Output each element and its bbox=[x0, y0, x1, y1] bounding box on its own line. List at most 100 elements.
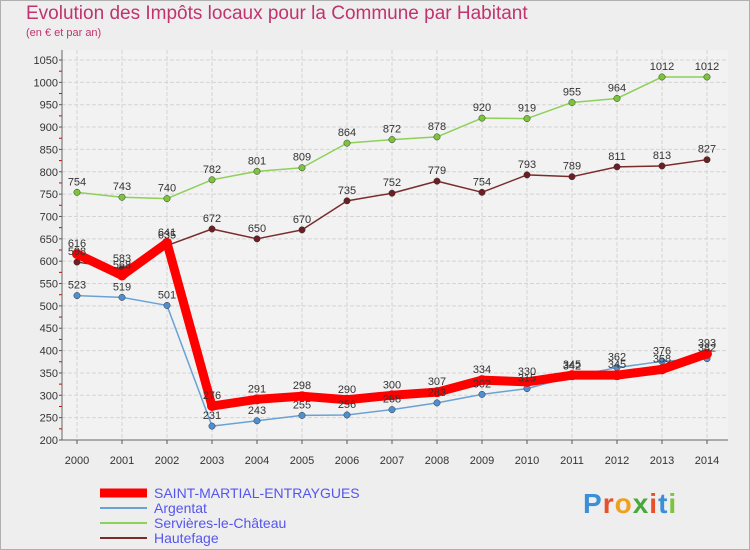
data-point bbox=[343, 139, 351, 147]
y-tick-label: 400 bbox=[40, 346, 58, 358]
data-label: 501 bbox=[158, 289, 176, 301]
data-label: 635 bbox=[158, 230, 176, 242]
data-point bbox=[298, 411, 306, 419]
data-point bbox=[208, 225, 216, 233]
data-point bbox=[342, 394, 352, 405]
data-point bbox=[522, 376, 532, 387]
data-label: 300 bbox=[383, 379, 401, 391]
data-label: 519 bbox=[113, 281, 131, 293]
data-point bbox=[432, 387, 442, 398]
data-label: 393 bbox=[698, 338, 716, 350]
data-point bbox=[343, 411, 351, 419]
data-point bbox=[163, 195, 171, 203]
data-label: 752 bbox=[383, 177, 401, 189]
data-point bbox=[433, 399, 441, 407]
data-point bbox=[567, 370, 577, 381]
data-label: 345 bbox=[608, 359, 626, 371]
data-label: 779 bbox=[428, 165, 446, 177]
data-point bbox=[387, 390, 397, 401]
x-tick-label: 2005 bbox=[290, 455, 314, 467]
y-tick-label: 450 bbox=[40, 323, 58, 335]
data-label: 283 bbox=[428, 387, 446, 399]
y-tick-label: 350 bbox=[40, 368, 58, 380]
data-label: 672 bbox=[203, 213, 221, 225]
data-label: 650 bbox=[248, 223, 266, 235]
data-point bbox=[433, 177, 441, 185]
data-labels: 754 743 740 782 801 809 864 872 878 920 919 955 964 1… bbox=[68, 61, 719, 422]
data-label: 307 bbox=[428, 376, 446, 388]
data-label: 740 bbox=[158, 183, 176, 195]
data-label: 358 bbox=[653, 353, 671, 365]
data-point bbox=[253, 417, 261, 425]
legend-entry: SAINT-MARTIAL-ENTRAYGUES bbox=[154, 485, 360, 501]
x-tick-label: 2007 bbox=[380, 455, 404, 467]
data-label: 864 bbox=[338, 127, 356, 139]
x-tick-label: 2008 bbox=[425, 455, 449, 467]
data-point bbox=[117, 270, 127, 281]
y-tick-label: 950 bbox=[40, 100, 58, 112]
x-tick-label: 2011 bbox=[560, 455, 584, 467]
data-point bbox=[703, 73, 711, 81]
data-point bbox=[207, 401, 217, 412]
x-tick-label: 2003 bbox=[200, 455, 224, 467]
x-tick-label: 2000 bbox=[65, 455, 89, 467]
data-point bbox=[658, 73, 666, 81]
data-point bbox=[658, 162, 666, 170]
data-point bbox=[388, 136, 396, 144]
data-point bbox=[388, 189, 396, 197]
data-label: 330 bbox=[518, 366, 536, 378]
data-label: 231 bbox=[203, 410, 221, 422]
data-point bbox=[297, 391, 307, 402]
data-label: 583 bbox=[113, 253, 131, 265]
data-label: 255 bbox=[293, 399, 311, 411]
x-tick-label: 2013 bbox=[650, 455, 674, 467]
data-label: 811 bbox=[608, 151, 626, 163]
x-tick-label: 2012 bbox=[605, 455, 629, 467]
data-label: 290 bbox=[338, 384, 356, 396]
data-point bbox=[298, 226, 306, 234]
y-tick-label: 800 bbox=[40, 167, 58, 179]
data-label: 376 bbox=[653, 345, 671, 357]
y-tick-label: 500 bbox=[40, 301, 58, 313]
data-point bbox=[478, 390, 486, 398]
x-tick-label: 2002 bbox=[155, 455, 179, 467]
data-label: 298 bbox=[293, 380, 311, 392]
data-point bbox=[208, 422, 216, 430]
x-tick-label: 2010 bbox=[515, 455, 539, 467]
data-label: 754 bbox=[473, 176, 491, 188]
x-tick-label: 2014 bbox=[695, 455, 719, 467]
x-tick-label: 2009 bbox=[470, 455, 494, 467]
y-tick-label: 550 bbox=[40, 279, 58, 291]
data-label: 568 bbox=[113, 259, 131, 271]
data-label: 827 bbox=[698, 144, 716, 156]
data-point bbox=[613, 94, 621, 102]
chart-subtitle: (en € et par an) bbox=[26, 27, 102, 39]
data-label: 276 bbox=[203, 390, 221, 402]
data-label: 789 bbox=[563, 161, 581, 173]
x-tick-label: 2004 bbox=[245, 455, 269, 467]
data-label: 641 bbox=[158, 227, 176, 239]
data-point bbox=[568, 99, 576, 106]
data-point bbox=[118, 193, 126, 201]
x-tick-label: 2006 bbox=[335, 455, 359, 467]
data-point bbox=[208, 176, 216, 184]
data-point bbox=[343, 197, 351, 205]
data-label: 955 bbox=[563, 86, 581, 98]
data-point bbox=[613, 163, 621, 171]
data-label: 616 bbox=[68, 238, 86, 250]
data-point bbox=[162, 237, 172, 248]
data-label: 801 bbox=[248, 155, 266, 167]
data-label: 345 bbox=[563, 359, 581, 371]
data-label: 243 bbox=[248, 405, 266, 417]
data-point bbox=[523, 171, 531, 179]
data-point bbox=[568, 173, 576, 181]
data-point bbox=[702, 348, 712, 359]
y-tick-label: 750 bbox=[40, 189, 58, 201]
data-point bbox=[163, 301, 171, 309]
data-label: 813 bbox=[653, 150, 671, 162]
y-tick-label: 300 bbox=[40, 390, 58, 402]
y-tick-label: 200 bbox=[40, 435, 58, 447]
data-label: 362 bbox=[608, 352, 626, 364]
y-tick-label: 900 bbox=[40, 122, 58, 134]
